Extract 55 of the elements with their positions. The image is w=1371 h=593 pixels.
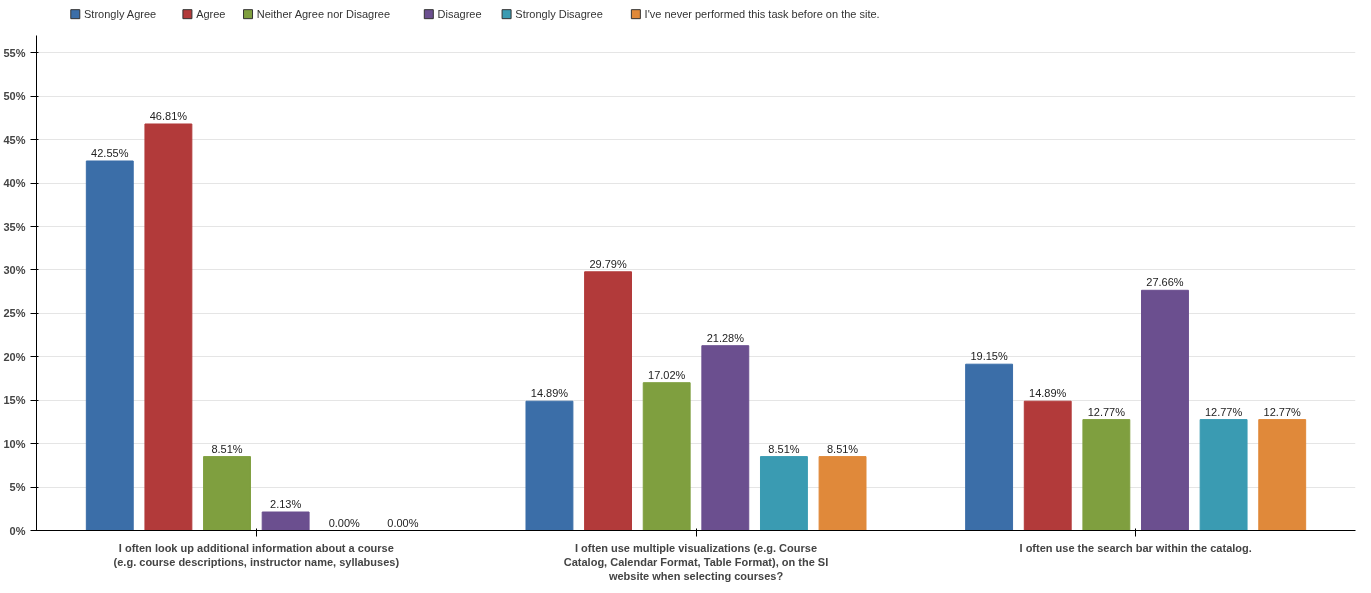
bar [701, 345, 750, 531]
data-label: 2.13% [270, 498, 302, 510]
bar [965, 363, 1014, 531]
bar [584, 271, 633, 531]
bar [144, 123, 193, 531]
legend-label: I've never performed this task before on the site. [644, 8, 880, 21]
data-label: 0.00% [387, 516, 419, 529]
legend-label: Strongly Disagree [515, 8, 603, 21]
y-tick-label: 25% [3, 307, 26, 320]
bar [261, 511, 310, 531]
y-tick-label: 0% [9, 524, 26, 537]
data-label: 42.55% [91, 146, 129, 159]
bar [203, 456, 251, 531]
data-label: 21.28% [706, 331, 745, 344]
x-tick-label: I often use multiple visualizations (e.g. Course Catalog, Calendar Format, Table Format), on the SI website when selecting courses? [563, 541, 829, 583]
data-label: 12.77% [1204, 405, 1243, 418]
x-tick-label: I often use the search bar within the catalog. [1019, 541, 1252, 554]
bar [525, 400, 574, 531]
data-label: 14.89% [530, 387, 569, 400]
bar [1082, 419, 1131, 531]
data-label: 29.79% [589, 257, 627, 270]
data-label: 46.81% [149, 109, 188, 122]
y-tick-label: 50% [3, 90, 26, 103]
bar [818, 456, 867, 531]
y-tick-label: 45% [3, 133, 26, 146]
y-tick-label: 55% [3, 46, 26, 59]
bar [1258, 419, 1307, 531]
data-label: 12.77% [1087, 405, 1126, 418]
legend-label: Strongly Agree [84, 8, 157, 21]
data-label: 0.00% [328, 516, 361, 529]
y-tick-label: 15% [3, 394, 26, 407]
y-tick-label: 35% [3, 220, 26, 233]
data-label: 8.51% [211, 442, 243, 455]
bar [1141, 289, 1189, 531]
y-tick-label: 5% [9, 481, 26, 494]
bar [642, 382, 691, 531]
bar [85, 160, 134, 531]
x-tick-label: I often look up additional information about a course (e.g. course descriptions, instructor name, syllabuses) [113, 541, 400, 568]
y-tick-label: 20% [3, 350, 26, 363]
legend-label: Neither Agree nor Disagree [256, 8, 391, 21]
data-label: 8.51% [826, 442, 859, 455]
y-tick-label: 10% [3, 437, 26, 450]
bar [1023, 400, 1072, 531]
data-label: 8.51% [768, 442, 800, 455]
data-label: 17.02% [648, 368, 686, 381]
bar [1199, 419, 1248, 531]
data-label: 19.15% [970, 350, 1008, 363]
data-label: 27.66% [1146, 276, 1184, 289]
data-label: 14.89% [1029, 387, 1067, 400]
legend-label: Agree [196, 8, 226, 21]
y-tick-label: 40% [3, 177, 26, 190]
y-tick-label: 30% [3, 263, 26, 276]
data-label: 12.77% [1263, 405, 1302, 418]
bar [759, 456, 808, 531]
legend-label: Disagree [437, 8, 482, 21]
